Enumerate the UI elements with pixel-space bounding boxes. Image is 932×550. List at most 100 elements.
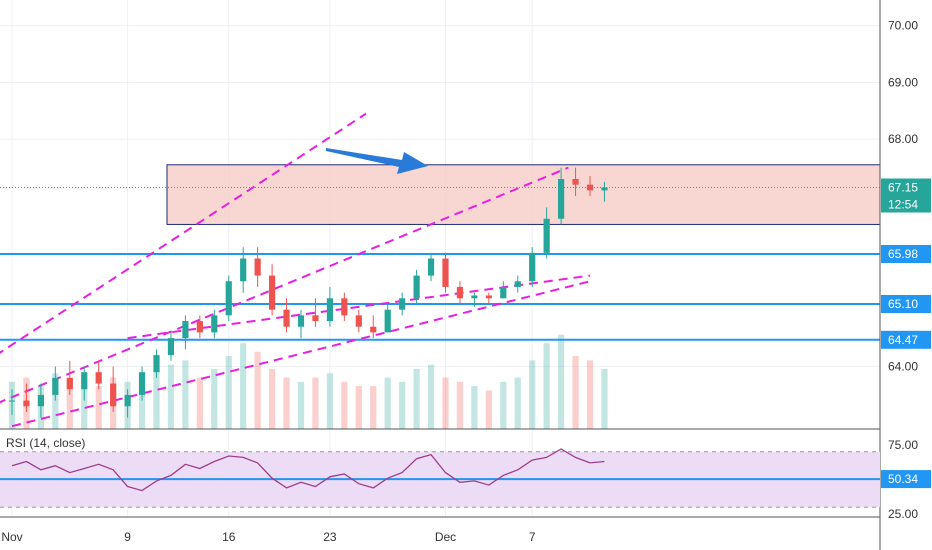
- candle-body: [558, 178, 565, 219]
- trendline[interactable]: [127, 274, 591, 340]
- time-tick-label: Dec: [435, 530, 456, 544]
- candle-body: [413, 275, 420, 299]
- candle-body: [427, 258, 435, 276]
- volume-bar: [558, 334, 565, 429]
- volume-bar: [167, 364, 175, 429]
- volume-bar: [297, 381, 305, 429]
- trendline[interactable]: [0, 112, 367, 364]
- candle-body: [211, 315, 218, 333]
- volume-bar: [269, 368, 276, 429]
- candle-body: [384, 309, 391, 333]
- time-tick-label: 23: [323, 530, 337, 544]
- candle-body: [485, 295, 492, 299]
- candle-body: [341, 298, 348, 316]
- rsi-tick-label: 75.00: [888, 438, 918, 452]
- candle-body: [312, 315, 319, 322]
- candle-body: [52, 377, 59, 395]
- candle-body: [586, 184, 594, 191]
- candle-body: [167, 338, 175, 356]
- volume-bar: [283, 377, 290, 429]
- rsi-level-badge: [881, 470, 931, 489]
- current-price-badge: [881, 178, 931, 213]
- volume-bar: [572, 356, 579, 429]
- candle-body: [283, 309, 290, 327]
- candle-body: [196, 321, 203, 333]
- price-label-text: 65.10: [888, 297, 918, 311]
- volume-bar: [514, 377, 521, 429]
- volume-bar: [196, 377, 203, 429]
- volume-bar: [370, 386, 377, 429]
- price-label-badge: [881, 294, 931, 313]
- time-tick-label: 9: [124, 530, 131, 544]
- volume-bar: [66, 377, 73, 429]
- candle-body: [355, 315, 362, 327]
- candle-body: [543, 218, 550, 253]
- candle-body: [81, 372, 88, 390]
- candle-body: [269, 275, 276, 310]
- volume-bar: [254, 351, 261, 429]
- price-tick-label: 70.00: [888, 19, 918, 33]
- volume-bar: [442, 377, 449, 429]
- volume-bar: [81, 381, 88, 429]
- volume-bar: [543, 343, 550, 429]
- candle-body: [37, 394, 44, 407]
- candle-body: [399, 298, 406, 310]
- candle-body: [23, 400, 30, 407]
- arrow-annotation: [326, 148, 428, 174]
- candle-body: [240, 258, 247, 282]
- candle-body: [471, 295, 478, 299]
- rsi-line: [11, 448, 605, 492]
- candle-body: [326, 298, 333, 322]
- volume-bar: [413, 368, 420, 429]
- volume-bar: [153, 368, 160, 429]
- volume-bar: [225, 356, 232, 429]
- volume-bar: [355, 386, 362, 429]
- volume-bar: [529, 360, 536, 429]
- volume-bar: [326, 373, 333, 429]
- candle-body: [442, 258, 449, 287]
- candle-body: [124, 394, 131, 407]
- candle-body: [572, 178, 579, 185]
- candle-body: [66, 377, 73, 390]
- candle-body: [138, 372, 146, 395]
- trendline[interactable]: [11, 280, 591, 428]
- volume-bar: [341, 381, 348, 429]
- volume-bar: [586, 360, 594, 429]
- trendline[interactable]: [0, 166, 569, 409]
- volume-bar: [240, 343, 247, 429]
- price-tick-label: 69.00: [888, 75, 918, 89]
- volume-bar: [427, 364, 435, 429]
- price-label-text: 64.47: [888, 333, 918, 347]
- price-tick-label: 68.00: [888, 132, 918, 146]
- candle-body: [110, 383, 117, 407]
- candle-body: [514, 281, 521, 287]
- resistance-zone[interactable]: [166, 164, 881, 225]
- rsi-tick-label: 25.00: [888, 507, 918, 521]
- candle-body: [601, 187, 608, 191]
- volume-bar: [182, 360, 189, 429]
- time-tick-label: 16: [222, 530, 236, 544]
- volume-bar: [384, 377, 391, 429]
- time-tick-label: Nov: [1, 530, 22, 544]
- volume-bar: [456, 381, 464, 429]
- volume-bar: [601, 368, 608, 429]
- price-label-text: 65.98: [888, 247, 918, 261]
- price-tick-label: 64.00: [888, 359, 918, 373]
- volume-bar: [471, 386, 478, 429]
- volume-bar: [138, 373, 146, 429]
- price-label-badge: [881, 244, 931, 263]
- volume-bar: [399, 381, 406, 429]
- current-price-label: 67.15: [888, 181, 918, 195]
- candle-body: [8, 400, 16, 402]
- candle-body: [182, 321, 189, 339]
- volume-bar: [312, 377, 319, 429]
- volume-bar: [500, 381, 507, 429]
- candle-body: [529, 252, 536, 282]
- candle-body: [225, 281, 232, 316]
- time-tick-label: 7: [529, 530, 536, 544]
- candle-body: [500, 286, 507, 299]
- rsi-title: RSI (14, close): [6, 436, 85, 450]
- candle-body: [456, 286, 464, 299]
